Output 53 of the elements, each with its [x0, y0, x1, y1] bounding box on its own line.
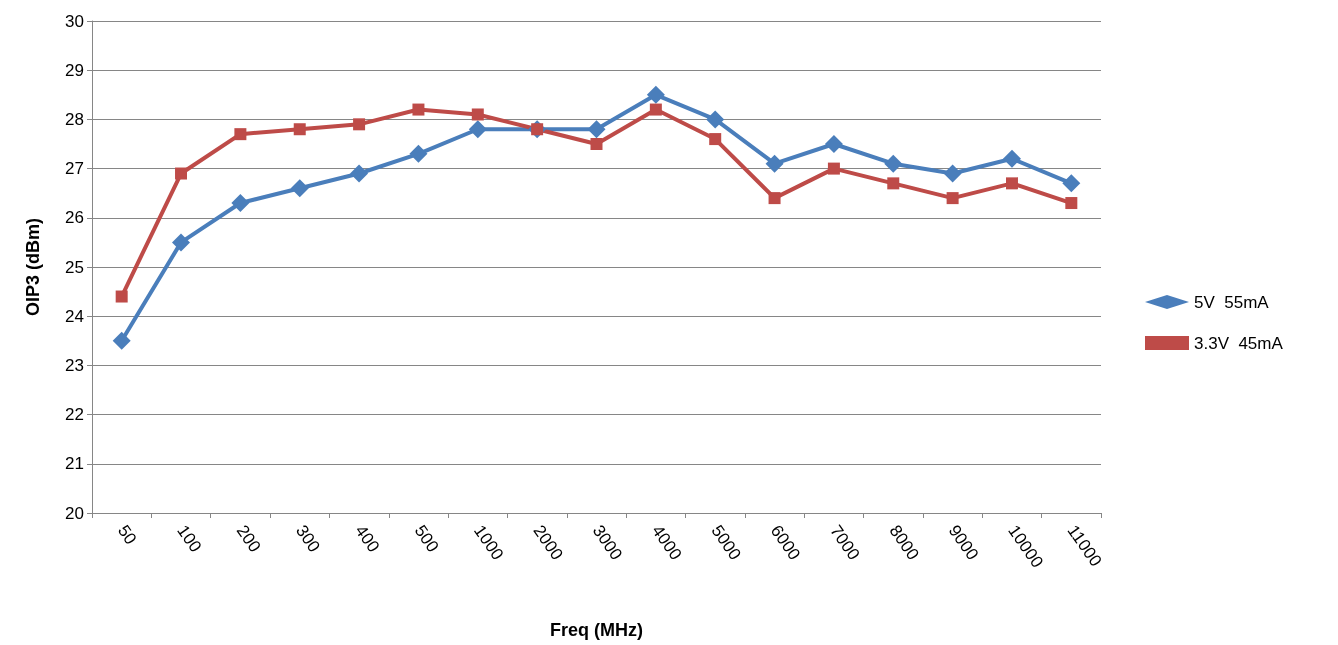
point	[1002, 149, 1021, 168]
point	[649, 103, 662, 116]
y-tick-label: 22	[65, 405, 84, 425]
y-tick-label: 25	[65, 257, 84, 277]
x-tick-label: 500	[410, 521, 443, 556]
point	[946, 192, 959, 205]
x-axis-title: Freq (MHz)	[550, 620, 643, 640]
point	[590, 138, 603, 150]
y-axis-title: OIP3 (dBm)	[23, 217, 43, 317]
y-tick-label: 23	[65, 355, 84, 375]
point	[409, 144, 428, 163]
point	[350, 164, 369, 183]
point	[293, 123, 306, 136]
point	[824, 135, 843, 153]
point	[468, 120, 487, 139]
point	[290, 179, 309, 198]
y-tick-label: 24	[65, 306, 84, 326]
point	[353, 118, 366, 131]
point	[768, 192, 781, 205]
point	[172, 233, 191, 252]
y-tick-label: 20	[65, 503, 84, 523]
point	[765, 154, 784, 173]
point	[231, 194, 250, 213]
point	[587, 120, 606, 139]
y-tick-label: 21	[65, 454, 84, 474]
point	[112, 331, 131, 350]
point	[706, 110, 725, 129]
point	[709, 133, 722, 146]
x-tick-label: 400	[351, 521, 384, 556]
legend-label: 3.3V 45mA	[1194, 333, 1284, 353]
y-tick-label: 28	[65, 109, 84, 129]
point	[887, 177, 900, 190]
point	[234, 128, 247, 141]
point	[827, 162, 840, 175]
point	[1062, 174, 1081, 193]
point	[943, 164, 962, 183]
point	[175, 167, 188, 180]
point	[471, 108, 484, 121]
y-tick-label: 27	[65, 159, 84, 179]
point	[646, 85, 665, 104]
x-tick-label: 200	[232, 521, 265, 556]
y-tick-label: 26	[65, 208, 84, 228]
y-tick-label: 29	[65, 60, 84, 80]
x-tick-label: 100	[173, 521, 206, 556]
point	[115, 290, 128, 303]
point	[884, 154, 903, 173]
point	[412, 103, 425, 116]
legend-label: 5V 55mA	[1194, 292, 1270, 312]
x-tick-label: 50	[113, 521, 141, 548]
point	[1005, 177, 1018, 190]
point	[1065, 197, 1078, 210]
x-tick-label: 300	[291, 521, 324, 556]
y-tick-label: 30	[65, 11, 84, 31]
